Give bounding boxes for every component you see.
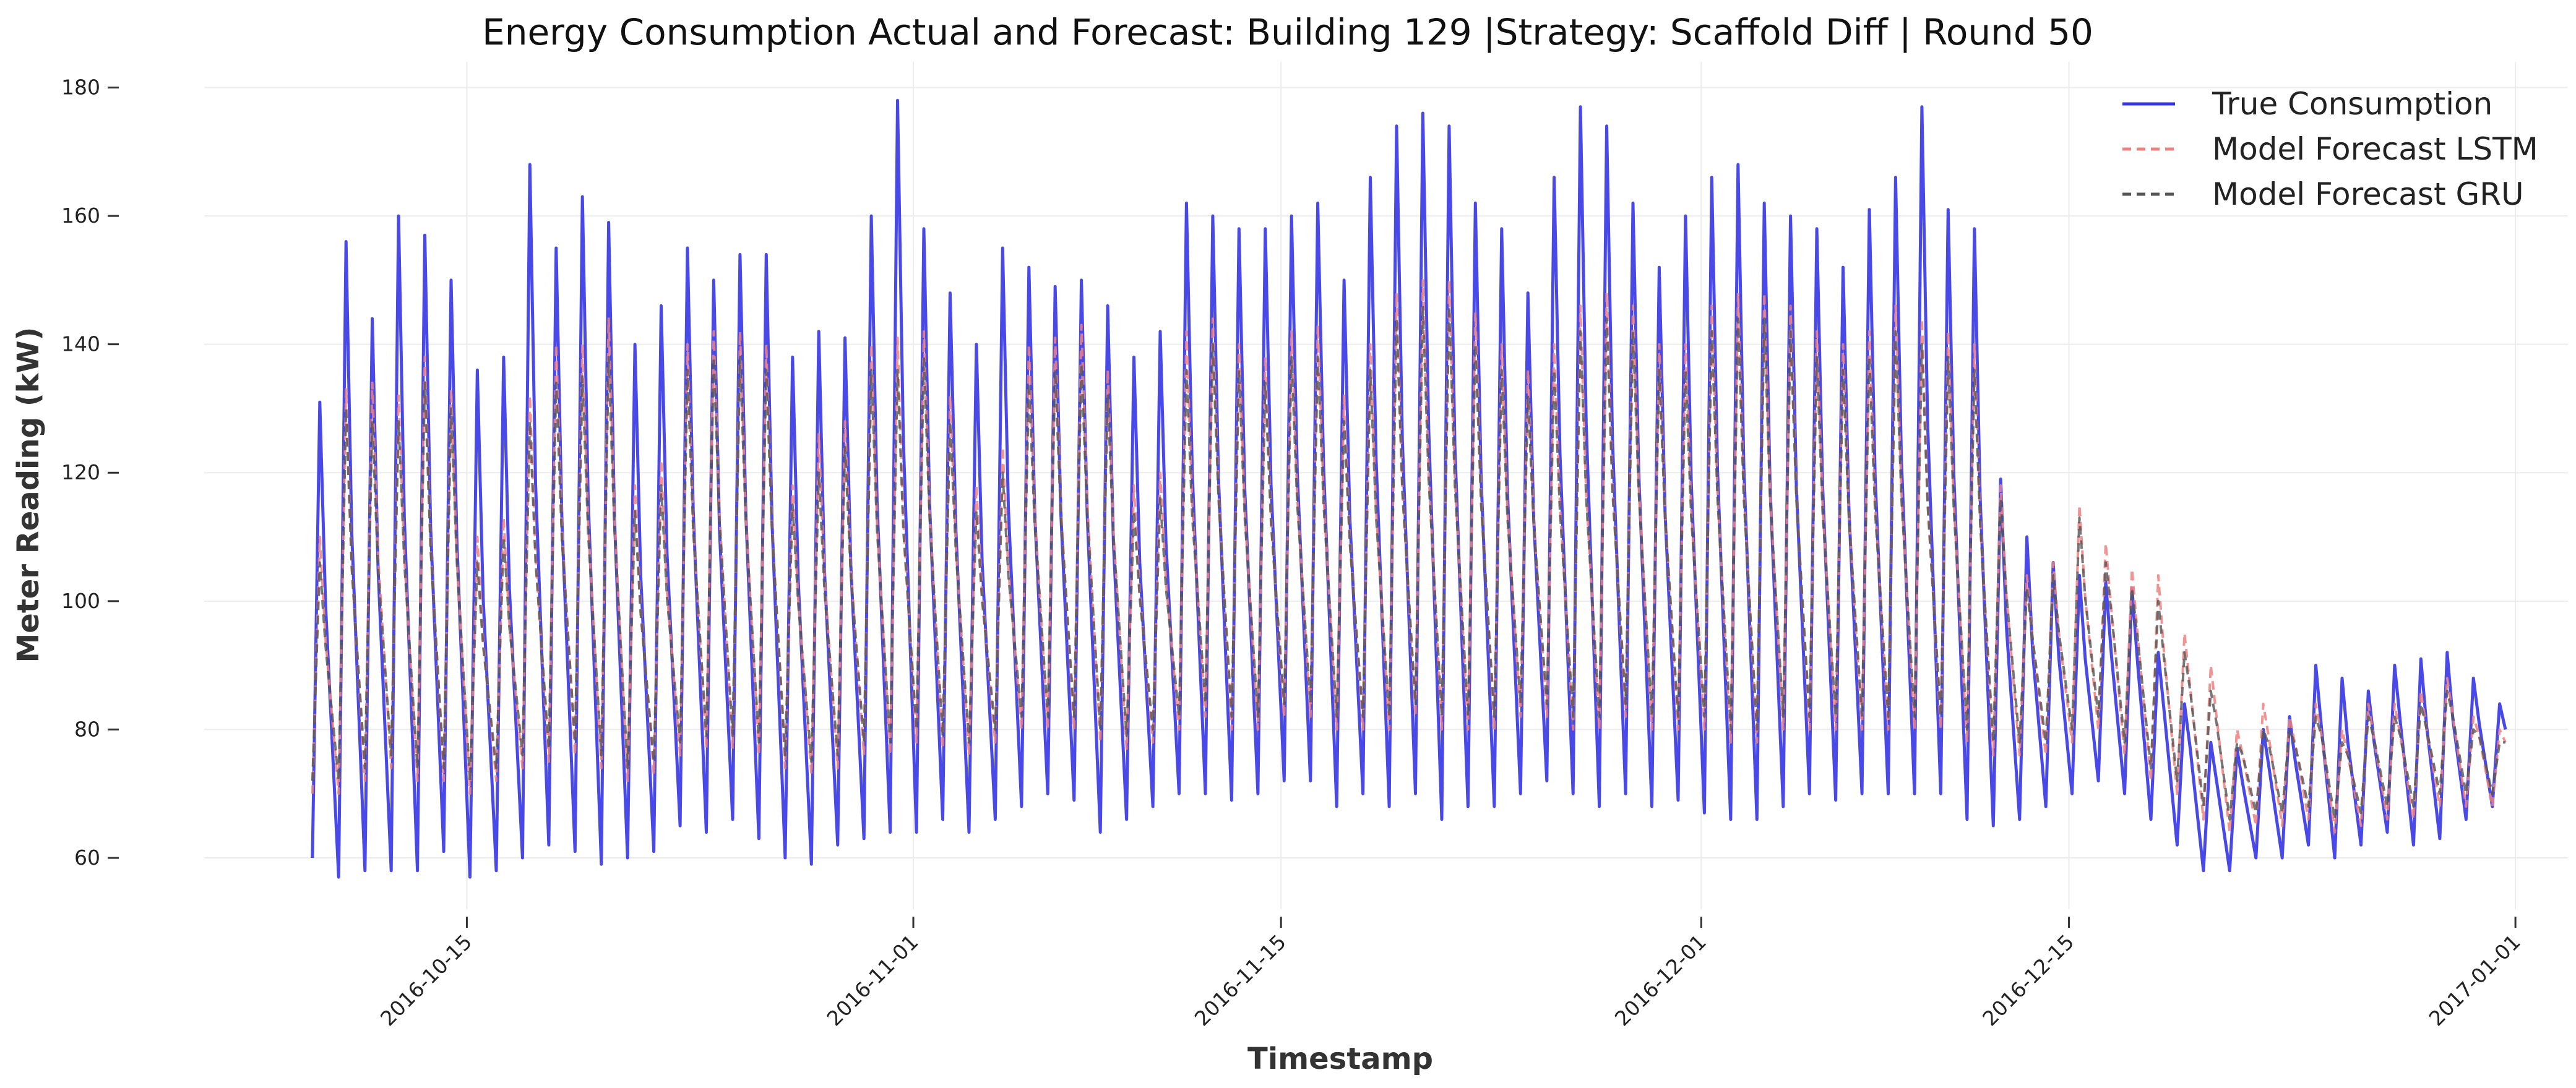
legend-label-2: Model Forecast GRU bbox=[2212, 176, 2524, 212]
series-line-1 bbox=[311, 278, 2507, 834]
y-axis-label: Meter Reading (kW) bbox=[11, 327, 46, 663]
y-tick-label: 180 bbox=[61, 75, 100, 100]
x-tick-label: 2016-11-15 bbox=[1190, 930, 1291, 1030]
y-tick-label: 100 bbox=[61, 589, 100, 613]
y-tick-label: 160 bbox=[61, 203, 100, 228]
x-tick-label: 2016-10-15 bbox=[376, 930, 476, 1030]
y-axis: 60 80 100 120 140 160 180 bbox=[61, 75, 119, 870]
y-tick-label: 120 bbox=[61, 460, 100, 484]
x-axis-label: Timestamp bbox=[1247, 1042, 1433, 1076]
y-tick-label: 60 bbox=[74, 846, 100, 870]
x-tick-label: 2016-12-15 bbox=[1978, 930, 2078, 1030]
legend: True Consumption Model Forecast LSTM Model… bbox=[2122, 86, 2538, 212]
y-tick-label: 80 bbox=[74, 717, 100, 741]
x-tick-label: 2016-12-01 bbox=[1610, 930, 1711, 1030]
x-tick-label: 2017-01-01 bbox=[2424, 930, 2525, 1030]
series-layer bbox=[311, 98, 2507, 879]
legend-label-0: True Consumption bbox=[2212, 86, 2492, 122]
legend-label-1: Model Forecast LSTM bbox=[2212, 131, 2538, 167]
y-tick-label: 140 bbox=[61, 332, 100, 356]
series-line-2 bbox=[311, 304, 2505, 821]
x-axis: 2016-10-15 2016-11-01 2016-11-15 2016-12-01… bbox=[376, 917, 2525, 1030]
series-line-0 bbox=[311, 98, 2507, 879]
x-tick-label: 2016-11-01 bbox=[822, 930, 923, 1030]
grid-layer bbox=[204, 62, 2568, 909]
chart-title: Energy Consumption Actual and Forecast: … bbox=[482, 11, 2093, 53]
